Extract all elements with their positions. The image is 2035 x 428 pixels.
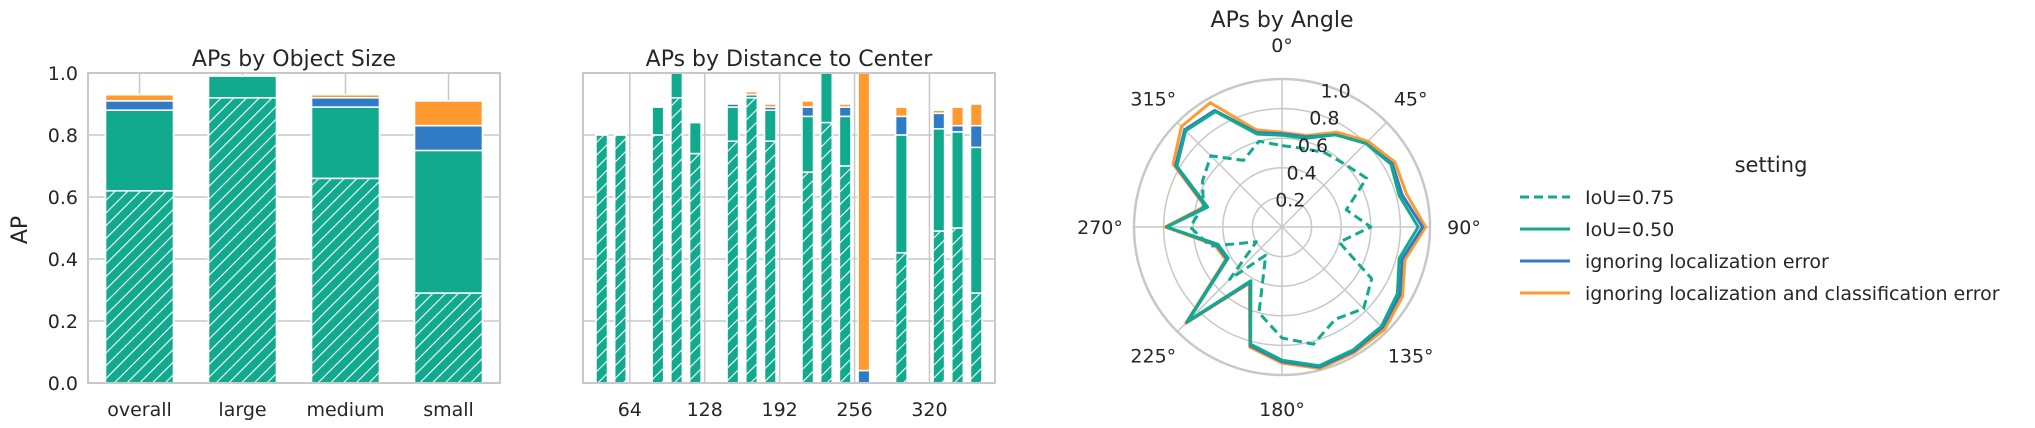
dist-bin-5-bar-iou75 bbox=[688, 152, 702, 384]
x-tick-label-192: 192 bbox=[762, 399, 798, 421]
x-tick-label-320: 320 bbox=[911, 399, 947, 421]
y-tick-label: 0.6 bbox=[48, 187, 78, 209]
chart-title-angle: APs by Angle bbox=[1211, 8, 1354, 33]
legend: setting IoU=0.75 IoU=0.50 ignoring localiz… bbox=[1520, 153, 2000, 305]
radial-tick-label: 0.4 bbox=[1287, 162, 1317, 184]
x-tick-label-64: 64 bbox=[618, 399, 642, 421]
y-tick-label: 0.2 bbox=[48, 311, 78, 333]
dist-bin-8-bar-iou75 bbox=[744, 97, 759, 384]
dist-bin-12-bar-iou75 bbox=[819, 121, 834, 384]
radial-tick-label: 1.0 bbox=[1321, 80, 1351, 102]
size-small-bar-iou75 bbox=[413, 292, 484, 384]
size-medium-bar-iou75 bbox=[310, 177, 381, 384]
dist-bin-11-bar-iou75 bbox=[801, 171, 815, 384]
x-tick-label-overall: overall bbox=[107, 399, 172, 421]
chart-title-object-size: APs by Object Size bbox=[192, 47, 396, 72]
dist-bin-0-bar-iou75 bbox=[595, 134, 609, 384]
legend-label-cls: ignoring localization and classification… bbox=[1585, 283, 2000, 305]
dist-bin-14-bar-loc bbox=[857, 369, 871, 384]
angular-gridline bbox=[1281, 121, 1388, 228]
dist-bin-9-bar-iou75 bbox=[763, 140, 777, 384]
radial-tick-label: 0.6 bbox=[1298, 135, 1328, 157]
polar-series-iou50 bbox=[1165, 110, 1420, 368]
x-tick-label-128: 128 bbox=[687, 399, 723, 421]
legend-label-loc: ignoring localization error bbox=[1585, 251, 1829, 273]
legend-title: setting bbox=[1735, 153, 1808, 177]
polar-series-cls bbox=[1163, 101, 1428, 370]
chart-distance-to-center: APs by Distance to Center 64 128 192 256 320 bbox=[582, 47, 996, 421]
angle-tick-label: 0° bbox=[1271, 35, 1293, 57]
size-large-bar-iou75 bbox=[207, 97, 278, 384]
dist-bin-14-bar-cls bbox=[857, 72, 871, 384]
radial-tick-label: 0.2 bbox=[1275, 190, 1305, 212]
y-tick-label: 0.0 bbox=[48, 373, 78, 395]
angle-tick-label: 135° bbox=[1388, 346, 1434, 368]
dist-bin-1-bar-iou75 bbox=[613, 134, 628, 384]
legend-label-iou75: IoU=0.75 bbox=[1585, 187, 1674, 209]
angle-tick-label: 225° bbox=[1130, 346, 1176, 368]
angle-tick-label: 45° bbox=[1394, 88, 1428, 110]
legend-label-iou50: IoU=0.50 bbox=[1585, 219, 1674, 241]
x-tick-label-small: small bbox=[423, 399, 474, 421]
dist-bin-7-bar-iou75 bbox=[726, 140, 740, 384]
x-tick-label-256: 256 bbox=[836, 399, 872, 421]
radial-tick-label: 0.8 bbox=[1309, 108, 1339, 130]
angle-tick-label: 90° bbox=[1447, 217, 1481, 239]
chart-object-size: APs by Object Size AP 0.0 0.2 0.4 0.6 0.8 1.0… bbox=[8, 47, 501, 421]
x-tick-label-large: large bbox=[218, 399, 266, 421]
size-overall-bar-iou75 bbox=[104, 190, 175, 384]
y-axis-label: AP bbox=[8, 216, 33, 244]
y-tick-label: 0.4 bbox=[48, 249, 78, 271]
plot-frame-object-size bbox=[87, 72, 501, 384]
chart-angle-polar: APs by Angle 0.2 0.4 0.6 0.8 1.0 0° 45° 90° 135°… bbox=[1077, 8, 1481, 421]
x-tick-label-medium: medium bbox=[306, 399, 384, 421]
angular-gridline bbox=[1176, 121, 1283, 228]
dist-bin-18-bar-iou75 bbox=[932, 230, 946, 384]
y-tick-label: 0.8 bbox=[48, 125, 78, 147]
angle-tick-label: 180° bbox=[1259, 399, 1305, 421]
dist-bin-3-bar-iou75 bbox=[651, 134, 665, 384]
angle-tick-label: 270° bbox=[1077, 217, 1123, 239]
angle-tick-label: 315° bbox=[1130, 88, 1176, 110]
plot-frame-distance bbox=[582, 72, 996, 384]
chart-title-distance: APs by Distance to Center bbox=[646, 47, 934, 72]
polar-series-iou75 bbox=[1188, 139, 1374, 346]
dist-bin-4-bar-iou75 bbox=[670, 97, 684, 384]
y-tick-label: 1.0 bbox=[48, 63, 78, 85]
angular-gridline bbox=[1281, 226, 1388, 333]
dist-bin-16-bar-iou75 bbox=[894, 252, 908, 384]
dist-bin-19-bar-iou75 bbox=[950, 227, 965, 384]
dist-bin-20-bar-iou75 bbox=[969, 292, 983, 384]
dist-bin-13-bar-iou75 bbox=[838, 165, 852, 384]
